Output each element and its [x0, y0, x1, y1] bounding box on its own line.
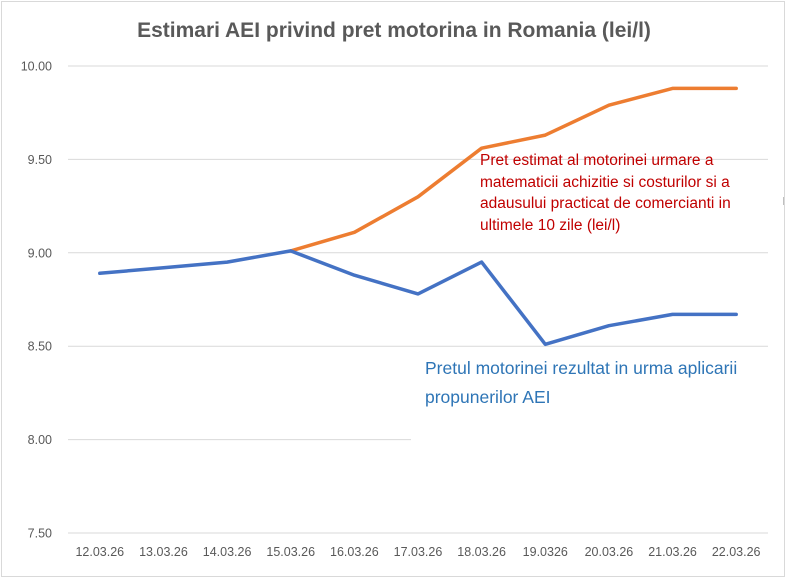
series-line-0 [288, 86, 738, 253]
x-tick-label: 14.03.26 [203, 545, 252, 559]
annotation-line: Pretul motorinei rezultat in urma aplica… [425, 358, 738, 378]
y-tick-label: 7.50 [28, 527, 52, 541]
x-tick-label: 21.03.26 [648, 545, 697, 559]
x-tick-label: 13.03.26 [139, 545, 188, 559]
gridlines [68, 65, 768, 534]
annotation-estimated-price: Pret estimat al motorinei urmare a matem… [480, 150, 770, 236]
y-axis-ticks: 10.00 9.50 9.00 8.50 8.00 7.50 [21, 60, 52, 541]
annotation-line: matematicii achizitie si costurilor si a [480, 173, 730, 191]
frame-mark [783, 197, 788, 205]
y-tick-label: 10.00 [21, 60, 52, 74]
x-tick-label: 16.03.26 [330, 545, 379, 559]
annotation-line: propunerilor AEI [425, 387, 551, 407]
x-tick-label: 19.0326 [523, 545, 568, 559]
x-tick-label: 18.03.26 [457, 545, 506, 559]
x-tick-label: 20.03.26 [585, 545, 634, 559]
series-line-1 [98, 249, 738, 347]
y-tick-label: 9.00 [28, 246, 52, 260]
y-tick-label: 8.00 [28, 433, 52, 447]
x-tick-label: 22.03.26 [712, 545, 761, 559]
chart-title: Estimari AEI privind pret motorina in Ro… [137, 19, 651, 42]
x-axis-ticks: 12.03.26 13.03.26 14.03.26 15.03.26 16.03.26… [75, 545, 760, 559]
x-tick-label: 17.03.26 [394, 545, 443, 559]
annotation-aei-price: Pretul motorinei rezultat in urma aplica… [425, 354, 770, 412]
annotation-line: Pret estimat al motorinei urmare a [480, 152, 714, 169]
annotation-line: ultimele 10 zile (lei/l) [480, 216, 621, 234]
y-tick-label: 9.50 [28, 153, 52, 167]
x-tick-label: 12.03.26 [75, 545, 124, 559]
series-lines [98, 86, 738, 347]
annotation-line: adausului practicat de comercianti in [480, 195, 731, 212]
x-tick-label: 15.03.26 [266, 545, 315, 559]
y-tick-label: 8.50 [28, 340, 52, 354]
